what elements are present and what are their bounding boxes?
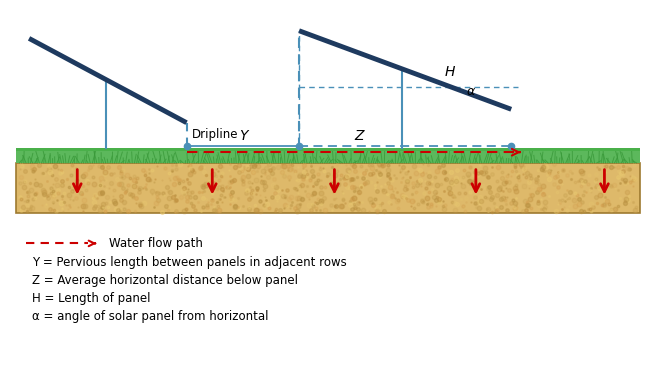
Text: Dripline: Dripline xyxy=(192,128,238,142)
Bar xyxy=(16,148,640,151)
Text: Y = Pervious length between panels in adjacent rows: Y = Pervious length between panels in ad… xyxy=(32,256,347,269)
Text: Z: Z xyxy=(354,129,363,143)
Text: Z = Average horizontal distance below panel: Z = Average horizontal distance below pa… xyxy=(32,274,298,287)
Text: $\alpha$: $\alpha$ xyxy=(466,85,476,98)
Text: H: H xyxy=(445,65,455,79)
Text: H = Length of panel: H = Length of panel xyxy=(32,292,151,305)
Bar xyxy=(16,163,640,213)
Text: Water flow path: Water flow path xyxy=(110,237,203,250)
Text: α = angle of solar panel from horizontal: α = angle of solar panel from horizontal xyxy=(32,310,269,323)
Text: Y: Y xyxy=(239,129,247,143)
Bar xyxy=(16,148,640,163)
